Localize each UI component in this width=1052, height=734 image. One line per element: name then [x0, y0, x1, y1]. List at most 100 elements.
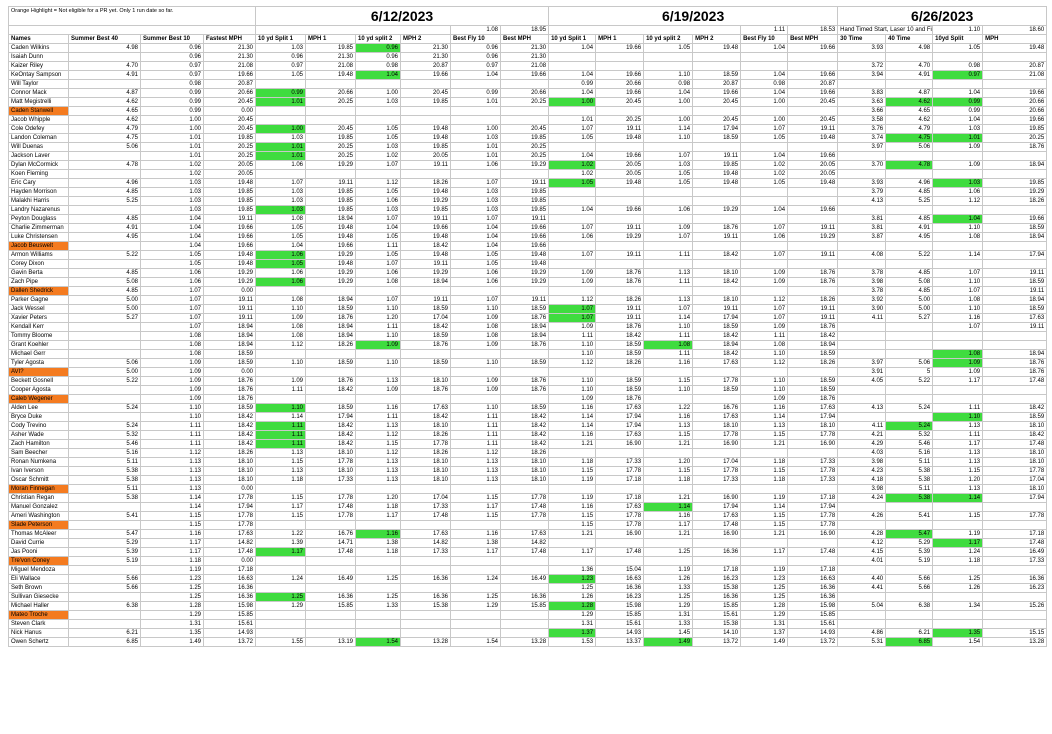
cell: 5.19 — [885, 556, 934, 566]
cell: 19.66 — [982, 88, 1048, 98]
cell: 1.17 — [643, 520, 694, 530]
cell: 1.15 — [255, 493, 306, 503]
cell: 1.11 — [450, 430, 501, 440]
cell: 14.71 — [305, 538, 356, 548]
cell: 1.10 — [932, 304, 984, 314]
cell: 0.96 — [450, 52, 501, 62]
row: Will Duenas 5.06 1.01 20.25 1.01 20.25 1.03 19.… — [8, 142, 1048, 152]
empty-cell — [499, 484, 550, 494]
cell: 1.09 — [548, 322, 597, 332]
athlete-name: Malakhi Harris — [8, 196, 69, 206]
cell: 17.63 — [692, 358, 742, 368]
cell: 16.23 — [982, 583, 1048, 593]
cell: 1.01 — [450, 97, 501, 107]
empty-cell — [355, 106, 401, 116]
cell: 17.04 — [400, 493, 451, 503]
cell: 16.36 — [203, 592, 256, 602]
cell: 1.01 — [548, 115, 597, 125]
cell: 5.39 — [68, 547, 141, 557]
empty-cell — [787, 52, 839, 62]
cell: 5.25 — [68, 196, 141, 206]
athlete-name: Thomas McAleer — [8, 529, 69, 539]
cell: 1.18 — [932, 556, 984, 566]
cell: 17.63 — [692, 412, 742, 422]
cell: 18.26 — [595, 295, 645, 305]
empty-cell — [400, 106, 451, 116]
cell: 19.66 — [595, 205, 645, 215]
row: Dylan McCormick 4.78 1.02 20.05 1.06 19.29 1.0… — [8, 160, 1048, 170]
cell: 4.24 — [837, 493, 887, 503]
cell: 18.76 — [305, 376, 356, 386]
cell: 1.03 — [255, 187, 306, 197]
cell: 1.15 — [450, 493, 501, 503]
cell: 1.07 — [140, 313, 204, 323]
empty-cell — [885, 241, 934, 251]
cell: 19.85 — [692, 160, 742, 170]
cell: 4.85 — [885, 268, 934, 278]
cell: 1.26 — [643, 574, 694, 584]
cell: 5.38 — [885, 466, 934, 476]
athlete-name: Slade Peterson — [8, 520, 69, 530]
cell: 0.97 — [450, 61, 501, 71]
cell: 1.17 — [548, 547, 597, 557]
cell: 17.33 — [400, 547, 451, 557]
cell: 18.76 — [787, 394, 839, 404]
cell: 17.94 — [982, 493, 1048, 503]
cell: 1.14 — [643, 124, 694, 134]
empty-cell — [400, 619, 451, 629]
cell: 1.09 — [255, 376, 306, 386]
cell: 19.66 — [203, 241, 256, 251]
athlete-name: Cole Odefey — [8, 124, 69, 134]
cell: 20.05 — [203, 169, 256, 179]
cell: 1.10 — [355, 304, 401, 314]
cell: 18.42 — [400, 241, 451, 251]
cell: 19.48 — [595, 178, 645, 188]
cell: 18.10 — [692, 421, 742, 431]
cell: 1.04 — [548, 43, 597, 53]
cell: 1.05 — [255, 259, 306, 269]
cell: 1.25 — [355, 574, 401, 584]
empty-cell — [400, 565, 451, 575]
cell: 20.25 — [499, 142, 550, 152]
cell: 21.08 — [499, 61, 550, 71]
athlete-name: Beckett Gosnell — [8, 376, 69, 386]
empty-cell — [450, 106, 501, 116]
cell: 1.12 — [450, 448, 501, 458]
cell: 19.66 — [982, 115, 1048, 125]
cell: 1.49 — [643, 637, 694, 647]
empty-cell — [499, 286, 550, 296]
cell: 19.11 — [787, 304, 839, 314]
athlete-name: Alden Lee — [8, 403, 69, 413]
cell: 1.04 — [740, 88, 789, 98]
empty-cell — [932, 565, 984, 575]
empty-cell — [643, 394, 694, 404]
empty-cell — [255, 394, 306, 404]
empty-cell — [837, 520, 887, 530]
cell: 1.18 — [548, 457, 597, 467]
cell: 19.48 — [400, 232, 451, 242]
cell: 18.59 — [203, 403, 256, 413]
cell: 1.09 — [355, 340, 401, 350]
cell: 1.10 — [740, 349, 789, 359]
athlete-name: Peyton Douglass — [8, 214, 69, 224]
empty-cell — [837, 610, 887, 620]
cell: 1.07 — [740, 304, 789, 314]
empty-cell — [787, 214, 839, 224]
cell: 1.11 — [355, 241, 401, 251]
row: Christian Regan 5.38 1.14 17.78 1.15 17.78 1.2… — [8, 493, 1048, 503]
empty-cell — [499, 169, 550, 179]
cell: 18.94 — [499, 322, 550, 332]
cell: 1.16 — [548, 430, 597, 440]
cell: 17.63 — [692, 511, 742, 521]
cell: 1.03 — [140, 205, 204, 215]
empty-cell — [400, 484, 451, 494]
cell: 4.78 — [68, 160, 141, 170]
empty-cell — [595, 61, 645, 71]
cell: 17.94 — [595, 421, 645, 431]
cell: 1.12 — [355, 430, 401, 440]
cell: 1.09 — [548, 268, 597, 278]
empty-cell — [982, 394, 1048, 404]
empty-cell — [837, 169, 887, 179]
cell: 17.33 — [787, 457, 839, 467]
cell: 1.10 — [932, 277, 984, 287]
